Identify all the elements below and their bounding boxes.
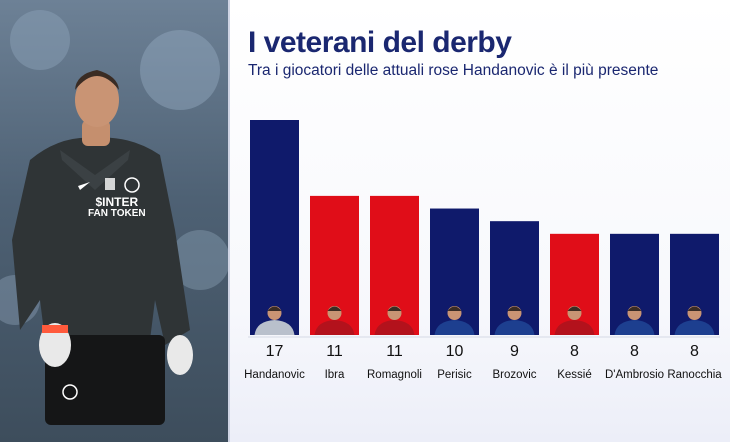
category-label: Ibra [325, 369, 345, 381]
value-label: 11 [386, 343, 403, 360]
player-avatar-icon [374, 306, 415, 335]
category-label: Ranocchia [667, 369, 722, 381]
player-avatar-icon [614, 306, 655, 335]
sponsor-text: $INTER [95, 195, 139, 209]
category-label: Handanovic [244, 369, 305, 381]
value-label: 8 [630, 343, 639, 360]
panel-divider [228, 0, 230, 442]
category-label: Kessié [557, 369, 592, 381]
value-label: 10 [446, 343, 464, 360]
player-avatar-icon [554, 306, 595, 335]
player-avatar-icon [674, 306, 715, 335]
value-label: 8 [570, 343, 579, 360]
value-label: 8 [690, 343, 699, 360]
chart-subtitle: Tra i giocatori delle attuali rose Handa… [248, 62, 659, 79]
value-label: 17 [266, 343, 284, 360]
player-avatar-icon [254, 306, 295, 335]
category-label: Perisic [437, 369, 472, 381]
category-label: D'Ambrosio [605, 369, 664, 381]
bar-handanovic [250, 120, 299, 335]
player-photo: $INTER FAN TOKEN [0, 0, 230, 442]
category-label: Brozovic [492, 369, 536, 381]
value-label: 11 [326, 343, 343, 360]
player-avatar-icon [314, 306, 355, 335]
player-avatar-icon [494, 306, 535, 335]
category-label: Romagnoli [367, 369, 422, 381]
goalkeeper-illustration [0, 10, 230, 425]
sponsor-subtext: FAN TOKEN [88, 208, 146, 219]
chart-title: I veterani del derby [248, 26, 512, 59]
player-avatar-icon [434, 306, 475, 335]
value-label: 9 [510, 343, 519, 360]
